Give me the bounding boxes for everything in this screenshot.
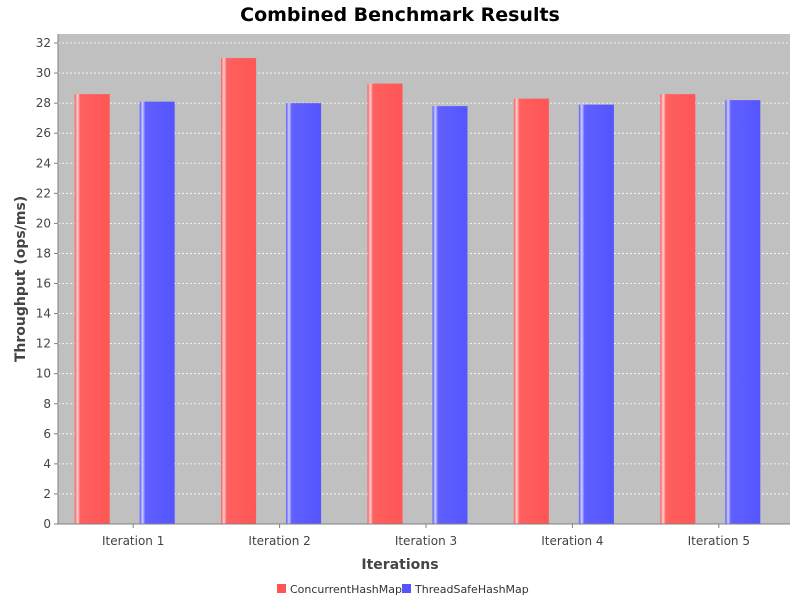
- bars: [74, 58, 761, 525]
- bar-concurrenthashmap-iteration-2: [221, 58, 257, 525]
- x-tick-label-iteration-3: Iteration 3: [395, 534, 457, 548]
- legend-swatch-threadsafehashmap: [402, 584, 411, 593]
- chart-title: Combined Benchmark Results: [240, 4, 560, 26]
- legend-label-threadsafehashmap: ThreadSafeHashMap: [414, 583, 529, 596]
- legend: ConcurrentHashMap ThreadSafeHashMap: [277, 583, 529, 596]
- x-tick-label-iteration-2: Iteration 2: [248, 534, 310, 548]
- y-tick-label: 30: [36, 66, 51, 80]
- bar-threadsafehashmap-iteration-5: [725, 100, 761, 524]
- legend-swatch-concurrenthashmap: [277, 584, 286, 593]
- y-tick-label: 10: [36, 367, 51, 381]
- y-tick-label: 12: [36, 337, 51, 351]
- y-tick-label: 32: [36, 36, 51, 50]
- legend-label-concurrenthashmap: ConcurrentHashMap: [290, 583, 402, 596]
- y-tick-label: 22: [36, 186, 51, 200]
- y-tick-label: 0: [43, 517, 51, 531]
- y-tick-label: 8: [43, 397, 51, 411]
- y-tick-label: 18: [36, 246, 51, 260]
- x-axis-label: Iterations: [361, 557, 438, 573]
- y-tick-label: 20: [36, 216, 51, 230]
- y-tick-label: 24: [36, 156, 51, 170]
- x-axis-ticks: Iteration 1 Iteration 2 Iteration 3 Iterati…: [102, 524, 750, 548]
- bar-concurrenthashmap-iteration-3: [367, 83, 403, 524]
- y-tick-label: 26: [36, 126, 51, 140]
- bar-concurrenthashmap-iteration-5: [660, 94, 696, 525]
- y-tick-label: 4: [43, 457, 51, 471]
- y-tick-label: 2: [43, 487, 51, 501]
- y-tick-label: 28: [36, 96, 51, 110]
- bar-concurrenthashmap-iteration-4: [513, 98, 549, 525]
- y-tick-label: 14: [36, 307, 51, 321]
- y-tick-label: 6: [43, 427, 51, 441]
- x-tick-label-iteration-4: Iteration 4: [541, 534, 603, 548]
- bar-concurrenthashmap-iteration-1: [74, 94, 110, 525]
- x-tick-label-iteration-5: Iteration 5: [688, 534, 750, 548]
- y-axis-label: Throughput (ops/ms): [13, 196, 29, 362]
- x-tick-label-iteration-1: Iteration 1: [102, 534, 164, 548]
- bar-threadsafehashmap-iteration-2: [286, 103, 322, 524]
- bar-threadsafehashmap-iteration-1: [139, 101, 175, 525]
- bar-threadsafehashmap-iteration-4: [578, 104, 614, 525]
- y-tick-label: 16: [36, 277, 51, 291]
- bar-threadsafehashmap-iteration-3: [432, 106, 468, 524]
